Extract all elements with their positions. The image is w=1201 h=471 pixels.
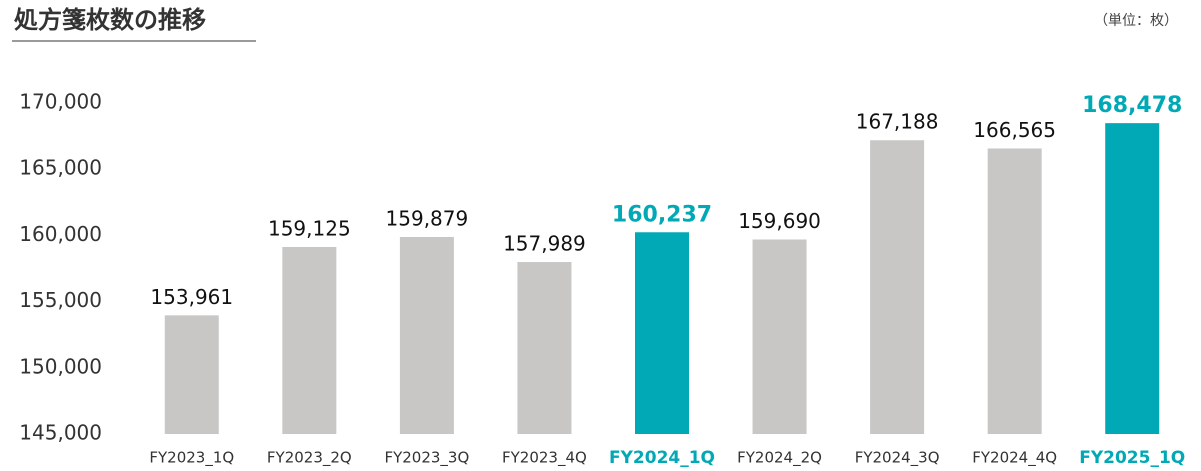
value-label: 159,690 xyxy=(738,209,821,233)
bar xyxy=(987,148,1042,434)
x-tick-label: FY2023_2Q xyxy=(267,449,352,468)
bar xyxy=(282,246,337,434)
bar xyxy=(752,239,807,434)
unit-label: （単位：枚） xyxy=(1094,13,1178,29)
y-tick-label: 165,000 xyxy=(19,156,102,180)
bar xyxy=(1105,123,1160,435)
value-label: 159,879 xyxy=(386,207,469,231)
bar xyxy=(164,315,219,434)
x-tick-label: FY2024_2Q xyxy=(737,449,822,468)
bar xyxy=(870,140,925,434)
x-tick-label: FY2024_1Q xyxy=(609,448,715,468)
x-tick-label: FY2023_3Q xyxy=(384,449,469,468)
value-label: 153,961 xyxy=(150,285,233,309)
x-tick-label: FY2025_1Q xyxy=(1079,448,1185,468)
value-label: 157,989 xyxy=(503,232,586,256)
y-tick-label: 150,000 xyxy=(19,354,102,378)
bar xyxy=(635,232,689,434)
value-label: 167,188 xyxy=(856,110,939,134)
y-tick-label: 155,000 xyxy=(19,288,102,312)
x-tick-label: FY2023_4Q xyxy=(502,449,587,468)
value-label: 159,125 xyxy=(268,216,351,240)
x-tick-label: FY2023_1Q xyxy=(149,449,234,468)
bar xyxy=(399,237,454,434)
y-tick-label: 160,000 xyxy=(19,222,102,246)
value-label: 160,237 xyxy=(612,202,712,227)
value-label: 168,478 xyxy=(1082,93,1182,118)
chart-title: 処方箋枚数の推移 xyxy=(14,6,206,34)
x-tick-label: FY2024_3Q xyxy=(855,449,940,468)
x-tick-label: FY2024_4Q xyxy=(972,449,1057,468)
y-tick-label: 170,000 xyxy=(19,90,102,114)
bar xyxy=(517,262,572,434)
value-label: 166,565 xyxy=(973,118,1056,142)
y-tick-label: 145,000 xyxy=(19,421,102,445)
